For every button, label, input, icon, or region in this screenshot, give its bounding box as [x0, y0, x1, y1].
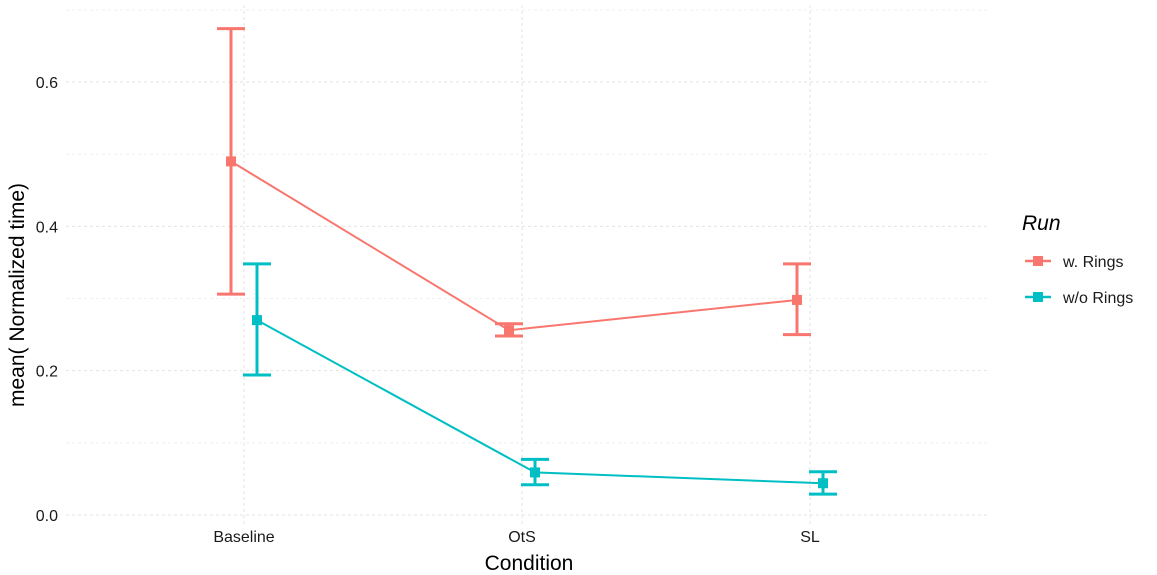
grid [66, 5, 988, 526]
y-axis-title: mean( Normalized time) [6, 183, 29, 407]
data-point [792, 294, 802, 305]
x-axis-title: Condition [485, 552, 574, 575]
legend-title: Run [1022, 212, 1061, 235]
legend-key-marker [1033, 256, 1043, 266]
legend-key-marker [1033, 292, 1043, 302]
data-point [818, 478, 828, 489]
legend-item-1: w/o Rings [1025, 290, 1133, 307]
x-tick-label: Baseline [213, 529, 274, 546]
legend: Run w. Rings w/o Rings [1022, 212, 1133, 307]
series-layer [217, 27, 837, 496]
legend-label: w. Rings [1062, 254, 1123, 271]
series-line [230, 160, 798, 332]
y-tick-label: 0.0 [36, 508, 58, 525]
y-tick-label: 0.2 [36, 364, 58, 381]
data-point [530, 467, 540, 478]
legend-items: w. Rings w/o Rings [1025, 254, 1133, 307]
x-tick-labels: Baseline OtS SL [213, 529, 820, 546]
x-tick-label: SL [800, 529, 820, 546]
data-point [504, 325, 514, 336]
legend-item-0: w. Rings [1025, 254, 1123, 271]
data-point [226, 156, 236, 167]
y-tick-label: 0.6 [36, 75, 58, 92]
series-1 [243, 262, 837, 496]
y-tick-label: 0.4 [36, 219, 58, 236]
data-point [252, 315, 262, 326]
series-0 [217, 27, 811, 338]
legend-label: w/o Rings [1062, 290, 1133, 307]
y-tick-labels: 0.0 0.2 0.4 0.6 [36, 75, 58, 525]
x-tick-label: OtS [508, 529, 536, 546]
